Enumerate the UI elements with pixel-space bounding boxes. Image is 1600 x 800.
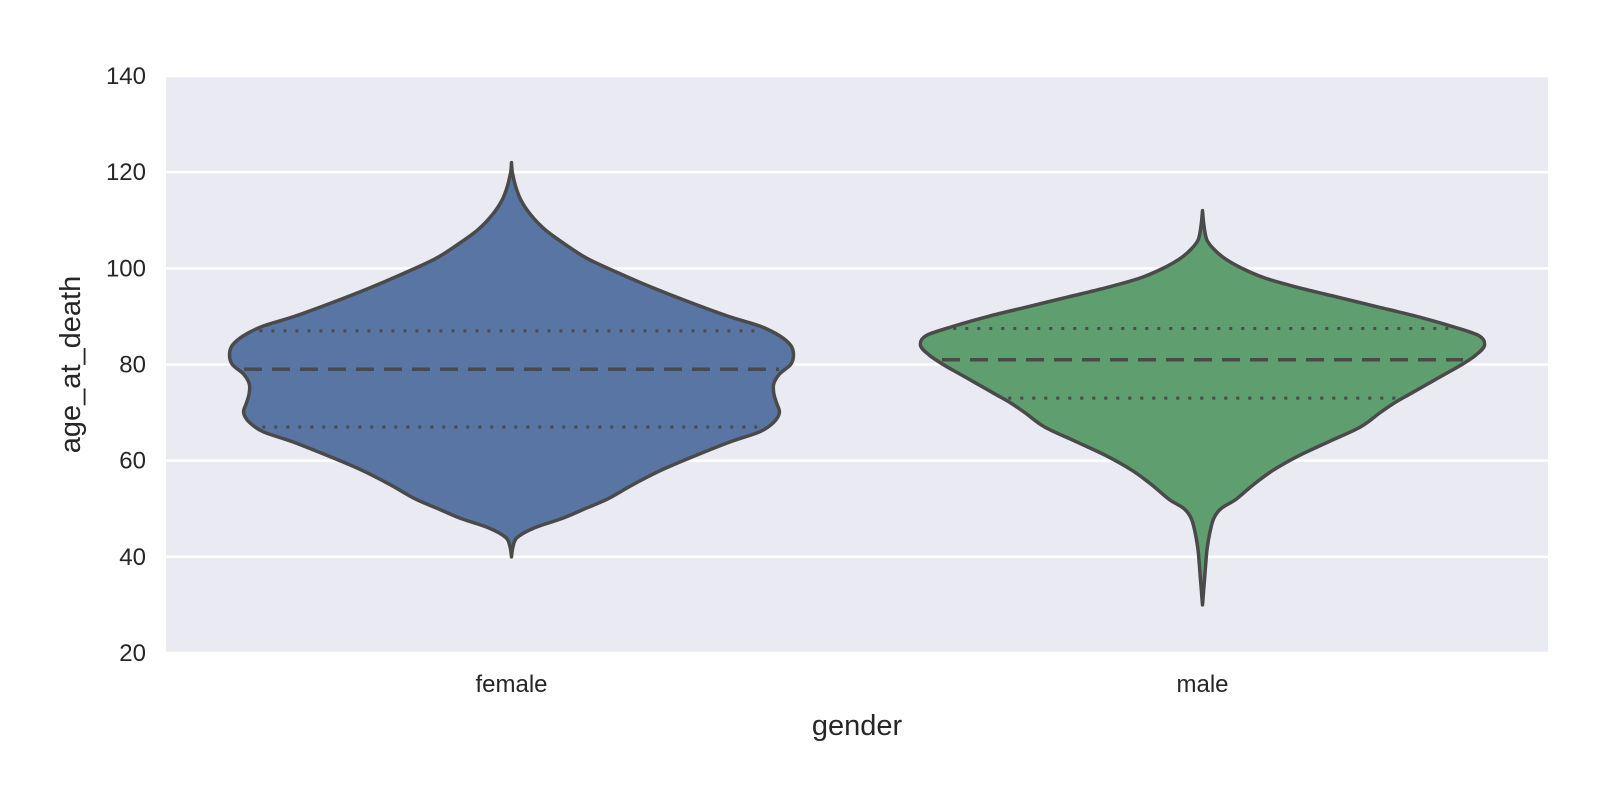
violin-male xyxy=(918,208,1487,607)
x-axis-label: gender xyxy=(812,710,903,742)
y-tick-labels: 20 40 60 80 100 120 140 xyxy=(106,63,146,667)
y-axis-label: age_at_death xyxy=(55,276,87,453)
violin-body-male xyxy=(918,208,1487,607)
violin-body-female xyxy=(227,160,796,559)
y-tick-100: 100 xyxy=(106,255,146,282)
y-tick-120: 120 xyxy=(106,159,146,186)
violin-female xyxy=(227,160,796,559)
x-tick-female: female xyxy=(475,671,547,698)
y-tick-80: 80 xyxy=(119,352,146,379)
y-tick-40: 40 xyxy=(119,544,146,571)
y-tick-60: 60 xyxy=(119,448,146,475)
x-tick-labels: female male xyxy=(475,671,1228,698)
y-tick-140: 140 xyxy=(106,63,146,90)
y-tick-20: 20 xyxy=(119,640,146,667)
x-tick-male: male xyxy=(1176,671,1228,698)
violins xyxy=(227,160,1487,607)
